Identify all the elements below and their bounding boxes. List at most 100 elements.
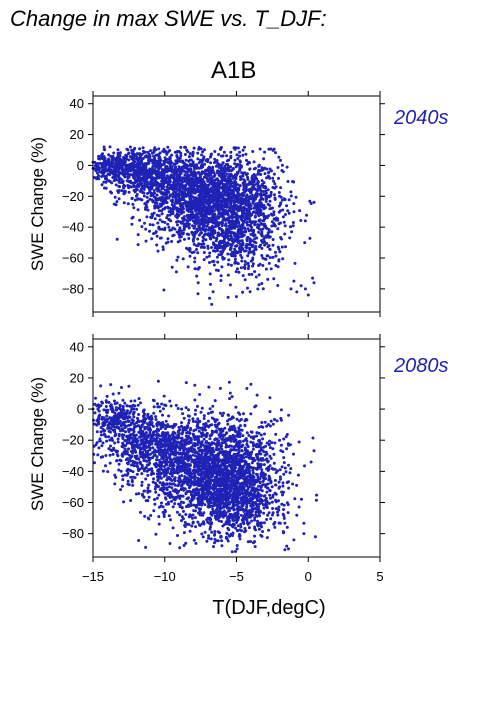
data-point: [211, 207, 214, 210]
data-point: [166, 180, 170, 184]
data-point: [156, 249, 160, 253]
data-point: [274, 498, 277, 502]
data-point: [263, 432, 266, 436]
data-point: [195, 165, 199, 169]
data-point: [179, 154, 183, 158]
data-point: [283, 232, 287, 236]
data-point: [142, 495, 146, 499]
data-point: [233, 173, 237, 177]
data-point: [267, 261, 271, 265]
data-point: [205, 185, 209, 189]
data-point: [257, 283, 261, 287]
data-point: [123, 170, 127, 173]
data-point: [280, 163, 284, 167]
data-point: [190, 210, 193, 214]
data-point: [172, 169, 176, 172]
data-point: [146, 181, 150, 185]
data-point: [309, 460, 313, 464]
data-point: [276, 227, 280, 231]
data-point: [196, 151, 200, 155]
data-point: [208, 188, 212, 192]
data-point: [186, 164, 190, 168]
data-point: [179, 204, 183, 208]
data-point: [187, 421, 191, 425]
data-point: [221, 161, 225, 165]
data-point: [128, 155, 132, 159]
data-point: [197, 233, 201, 237]
data-point: [208, 220, 212, 224]
data-point: [245, 193, 249, 197]
data-point: [253, 233, 257, 237]
data-point: [234, 177, 238, 181]
data-point: [130, 216, 134, 220]
data-point: [233, 207, 237, 211]
data-point: [117, 197, 121, 201]
data-point: [211, 175, 215, 179]
data-point: [257, 273, 261, 277]
data-point: [215, 244, 219, 248]
data-point: [239, 177, 243, 181]
data-point: [185, 213, 189, 217]
data-point: [233, 261, 237, 265]
data-point: [315, 493, 319, 497]
data-point: [247, 196, 251, 200]
data-point: [182, 215, 186, 218]
data-point: [150, 237, 154, 241]
data-point: [155, 243, 159, 247]
data-point: [126, 171, 130, 175]
data-point: [238, 208, 242, 212]
data-point: [195, 248, 198, 251]
data-point: [266, 174, 270, 178]
data-point: [241, 213, 245, 217]
data-point: [174, 207, 178, 210]
data-point: [245, 505, 249, 509]
data-point: [201, 239, 205, 243]
data-point: [216, 233, 220, 237]
data-point: [265, 227, 269, 231]
data-point: [238, 154, 242, 158]
data-point: [153, 217, 157, 221]
y-tick-label: −40: [62, 220, 84, 235]
data-point: [223, 212, 227, 216]
data-point: [197, 224, 201, 228]
data-point: [285, 447, 289, 451]
data-point: [197, 429, 201, 433]
data-point: [117, 184, 121, 188]
data-point: [235, 195, 239, 199]
y-tick-label: 0: [77, 158, 84, 173]
data-point: [120, 189, 124, 193]
data-point: [256, 172, 260, 176]
data-point: [158, 175, 162, 179]
data-point: [244, 249, 248, 253]
data-point: [238, 412, 242, 416]
data-point: [182, 228, 186, 232]
data-point: [292, 279, 296, 283]
data-point: [239, 266, 243, 270]
data-point: [174, 270, 178, 274]
data-point: [221, 433, 225, 437]
data-point: [175, 230, 179, 234]
data-point: [274, 264, 278, 267]
data-point: [268, 247, 272, 251]
data-point: [113, 163, 117, 167]
data-point: [272, 147, 276, 151]
data-point: [218, 185, 221, 189]
data-point: [272, 179, 276, 183]
data-point: [197, 161, 201, 165]
data-point: [271, 238, 275, 241]
data-point: [245, 199, 248, 203]
data-point: [113, 195, 117, 199]
data-point: [234, 244, 238, 248]
data-point: [231, 185, 235, 189]
data-point: [245, 236, 249, 240]
data-point: [267, 235, 271, 239]
data-point: [187, 233, 191, 236]
data-point: [170, 240, 174, 243]
data-point: [209, 537, 213, 541]
data-point: [227, 229, 231, 233]
data-point: [181, 257, 185, 261]
data-point: [251, 150, 255, 153]
data-point: [291, 224, 295, 228]
data-point: [180, 216, 184, 220]
data-point: [100, 183, 104, 187]
